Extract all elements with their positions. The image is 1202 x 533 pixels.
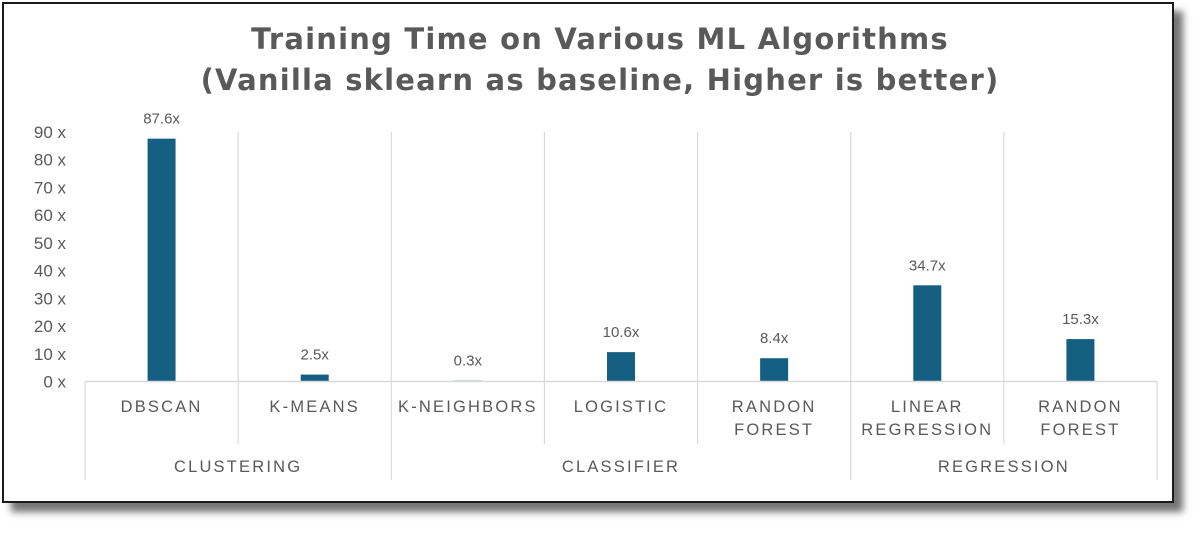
y-tick-label: 70 x [34, 178, 67, 197]
x-category-label: FOREST [734, 421, 814, 439]
x-group-label: REGRESSION [938, 458, 1070, 476]
bar-6 [913, 285, 942, 382]
x-category-label: FOREST [1040, 421, 1120, 439]
bar-1 [147, 138, 176, 382]
data-label-7: 15.3x [1062, 311, 1099, 328]
x-category-label: K-NEIGHBORS [398, 398, 538, 416]
x-category-label: DBSCAN [121, 398, 203, 416]
y-tick-label: 40 x [34, 262, 67, 281]
bar-4 [607, 352, 635, 382]
chart-title-line-1: Training Time on Various ML Algorithms [251, 22, 949, 56]
y-tick-label: 20 x [34, 317, 67, 336]
data-label-5: 8.4x [760, 330, 789, 347]
y-tick-label: 10 x [34, 345, 67, 364]
y-tick-label: 90 x [34, 123, 67, 142]
data-label-1: 87.6x [143, 111, 180, 128]
x-category-label: RANDON [1038, 398, 1123, 416]
bar-5 [760, 358, 789, 382]
x-group-label: CLASSIFIER [562, 458, 680, 476]
bar-7 [1066, 339, 1095, 382]
x-category-label: K-MEANS [269, 398, 360, 416]
chart-frame [2, 2, 1174, 503]
y-tick-label: 30 x [34, 289, 67, 308]
data-label-6: 34.7x [909, 257, 946, 274]
x-category-label: LOGISTIC [574, 398, 669, 416]
y-tick-label: 60 x [34, 206, 67, 225]
x-category-label: LINEAR [891, 398, 964, 416]
x-group-label: CLUSTERING [174, 458, 302, 476]
x-category-label: RANDON [732, 398, 817, 416]
chart-title-line-2: (Vanilla sklearn as baseline, Higher is … [201, 63, 1000, 97]
y-tick-label: 0 x [43, 373, 66, 392]
bar-2 [300, 374, 329, 382]
data-label-4: 10.6x [603, 324, 640, 341]
y-tick-label: 80 x [34, 151, 67, 170]
y-tick-label: 50 x [34, 234, 67, 253]
data-label-2: 2.5x [301, 347, 330, 364]
x-category-label: REGRESSION [861, 421, 993, 439]
data-label-3: 0.3x [454, 353, 483, 370]
